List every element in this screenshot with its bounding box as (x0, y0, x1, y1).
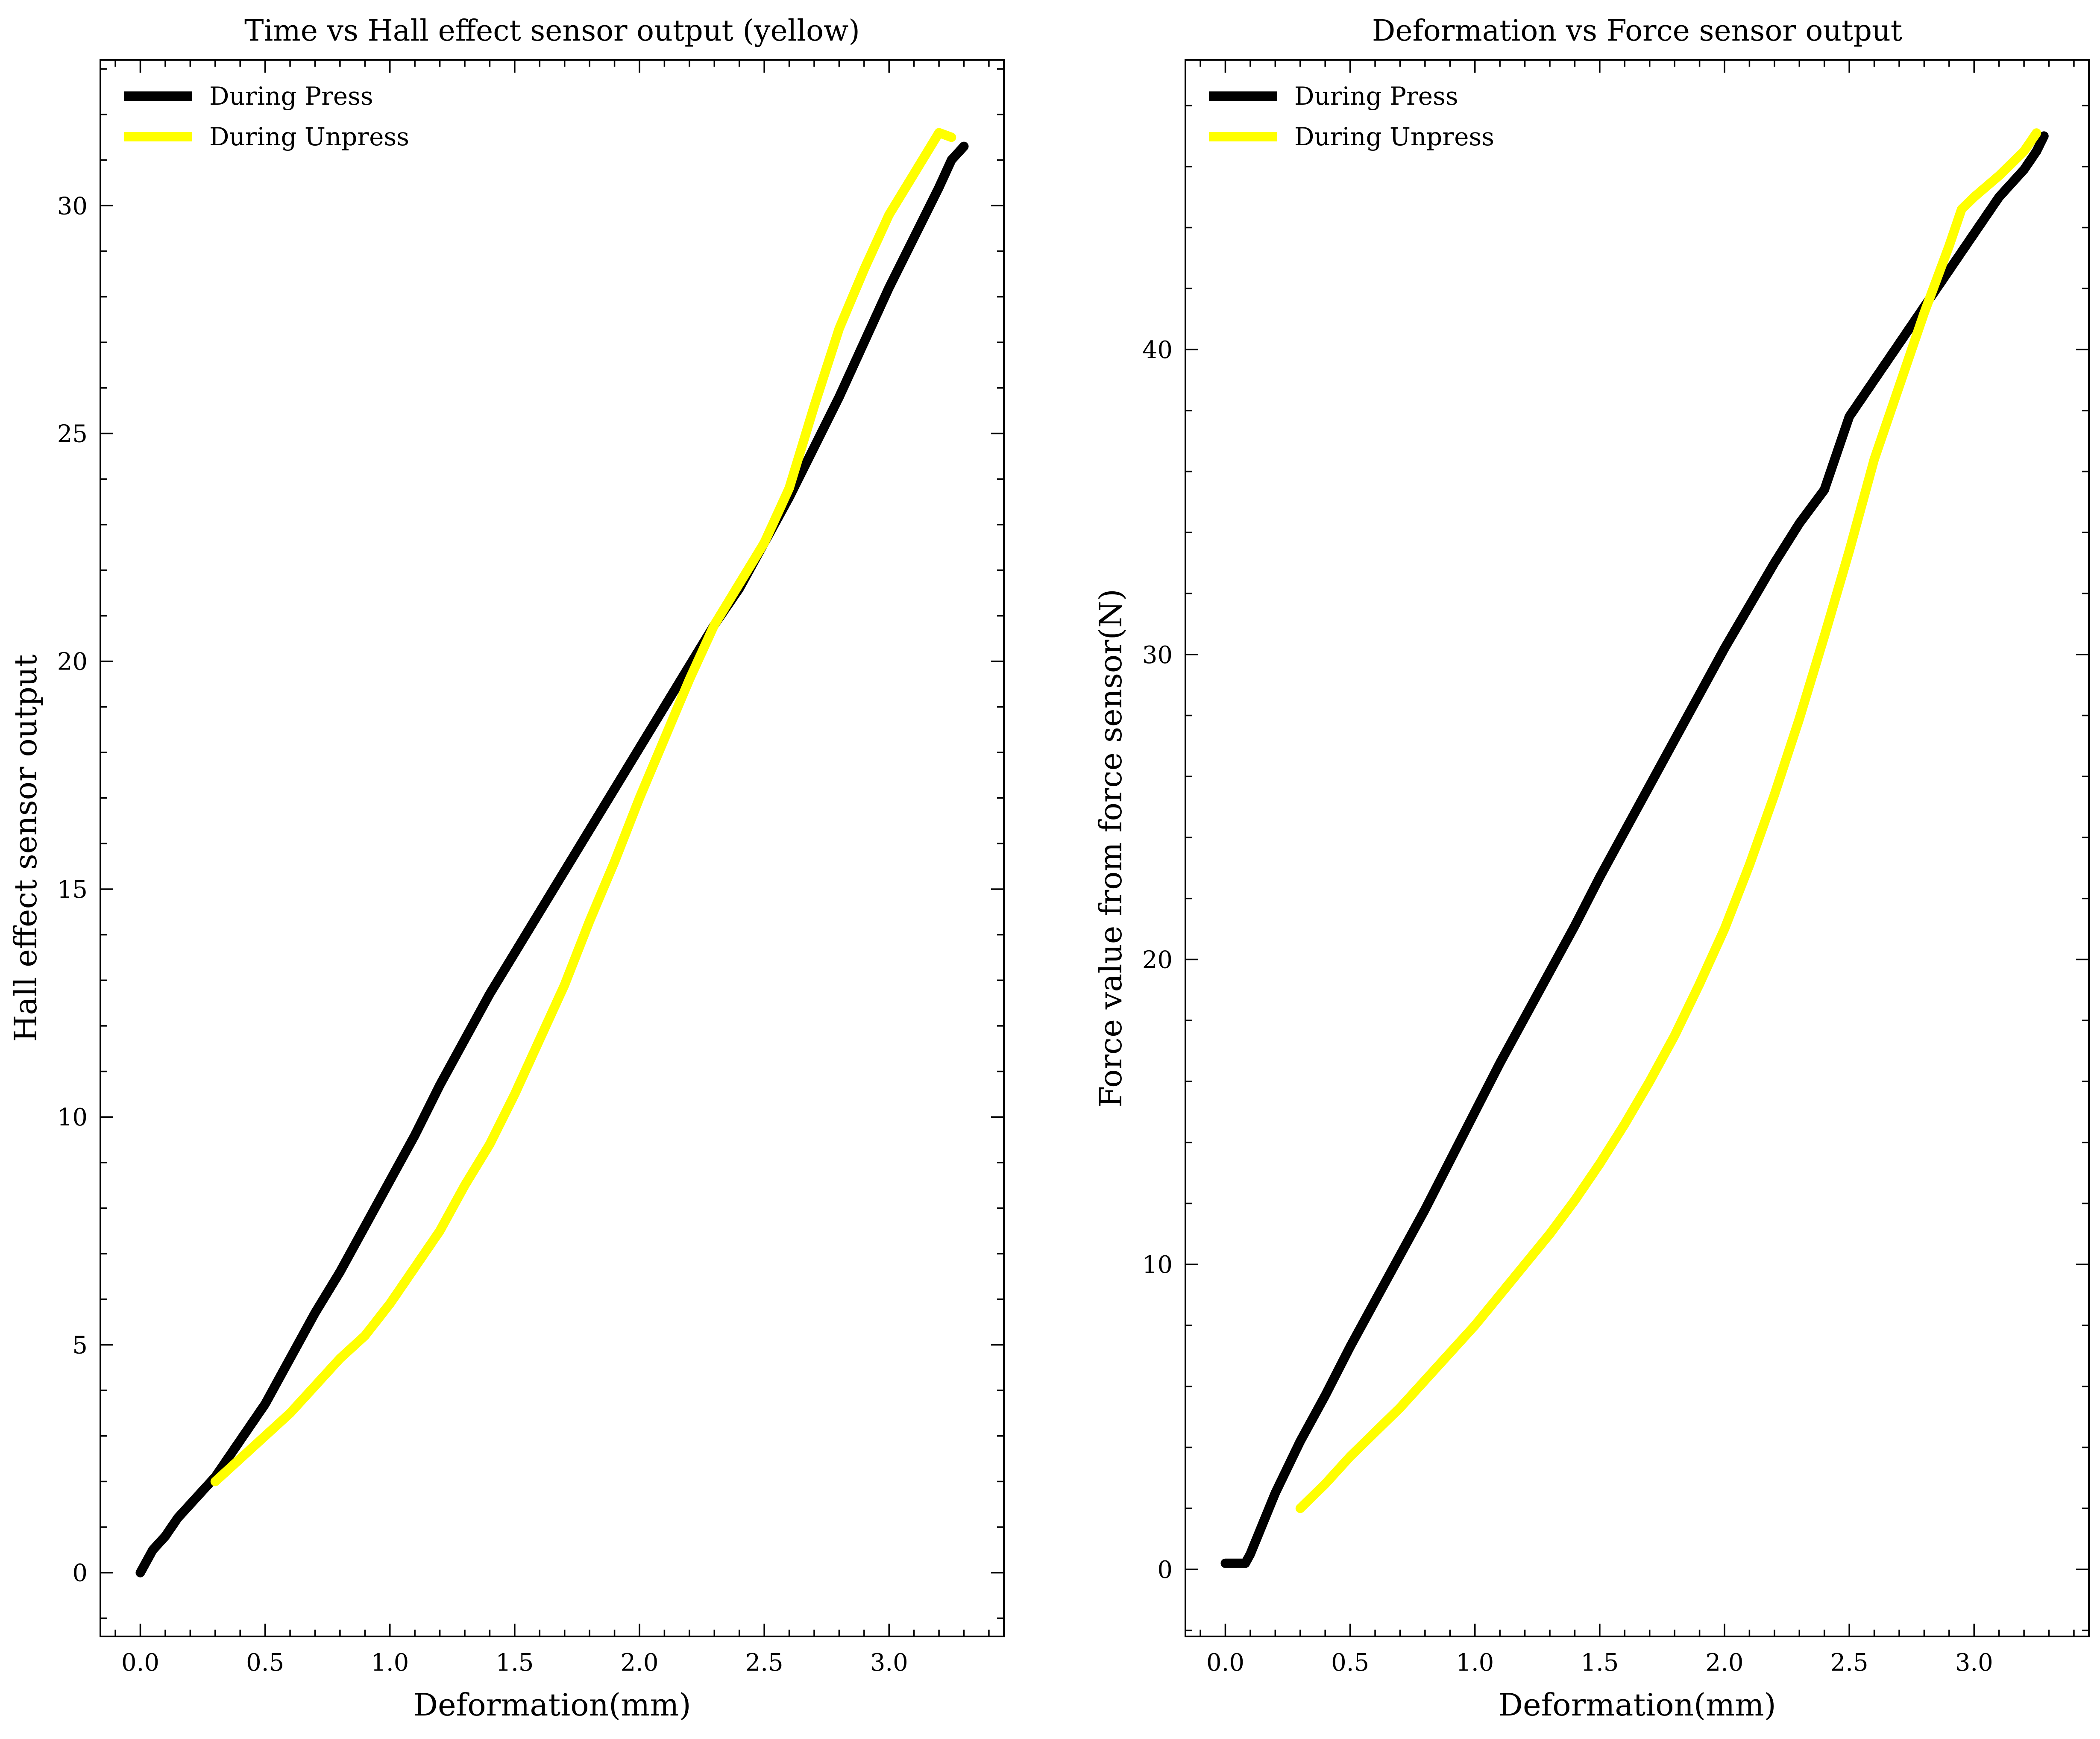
plot-area (135, 128, 969, 1577)
x-tick-label: 0.0 (121, 1649, 159, 1677)
axes-frame (100, 59, 1005, 1637)
y-tick-label: 25 (57, 420, 88, 448)
x-tick-label: 2.5 (1830, 1649, 1868, 1677)
y-tick-label: 0 (1157, 1556, 1173, 1584)
y-tick-label: 15 (57, 876, 88, 904)
series-line-unpress (1295, 128, 2041, 1513)
y-tick-label: 30 (1142, 641, 1173, 669)
chart-title: Deformation vs Force sensor output (1372, 14, 1902, 48)
force-sensor-chart: 0.0 0.5 1.0 1.5 2.0 2.5 3.0 0 10 20 30 40 Deformatio… (1093, 14, 2090, 1723)
x-tick-label: 0.5 (246, 1649, 284, 1677)
x-tick-label: 1.5 (496, 1649, 534, 1677)
series-line-press (135, 141, 969, 1577)
x-tick-label: 1.0 (1456, 1649, 1494, 1677)
x-axis-label: Deformation(mm) (1498, 1687, 1776, 1723)
y-axis-label: Hall effect sensor output (8, 655, 44, 1042)
plot-area (1220, 128, 2049, 1568)
y-tick-label: 10 (1142, 1251, 1173, 1279)
x-tick-label: 1.5 (1581, 1649, 1619, 1677)
legend-label-press: During Press (1294, 82, 1458, 111)
x-tick-label: 0.0 (1206, 1649, 1244, 1677)
x-tick-label: 2.0 (620, 1649, 658, 1677)
y-tick-label: 10 (57, 1104, 88, 1131)
x-tick-label: 2.5 (745, 1649, 783, 1677)
y-axis-label: Force value from force sensor(N) (1093, 589, 1129, 1107)
y-tick-label: 0 (72, 1560, 88, 1587)
y-tick-label: 20 (1142, 946, 1173, 974)
chart-title: Time vs Hall effect sensor output (yello… (244, 14, 860, 48)
axes-frame (1185, 59, 2090, 1637)
series-line-unpress (210, 128, 956, 1486)
x-tick-label: 3.0 (1955, 1649, 1993, 1677)
y-tick-label: 5 (72, 1331, 88, 1359)
legend: During Press During Unpress (124, 82, 409, 151)
y-tick-label: 30 (57, 192, 88, 220)
y-tick-label: 20 (57, 648, 88, 676)
legend-label-unpress: During Unpress (209, 122, 409, 151)
y-tick-label: 40 (1142, 336, 1173, 364)
x-axis-label: Deformation(mm) (413, 1687, 691, 1723)
x-tick-label: 1.0 (371, 1649, 409, 1677)
x-tick-label: 0.5 (1331, 1649, 1369, 1677)
hall-effect-chart: 0.0 0.5 1.0 1.5 2.0 2.5 3.0 0 5 10 15 20 25 30 Time vs… (8, 14, 1005, 1723)
legend: During Press During Unpress (1209, 82, 1494, 151)
legend-label-unpress: During Unpress (1294, 122, 1494, 151)
x-tick-label: 3.0 (870, 1649, 908, 1677)
series-line-press (1220, 131, 2049, 1568)
legend-label-press: During Press (209, 82, 373, 111)
x-tick-label: 2.0 (1705, 1649, 1743, 1677)
